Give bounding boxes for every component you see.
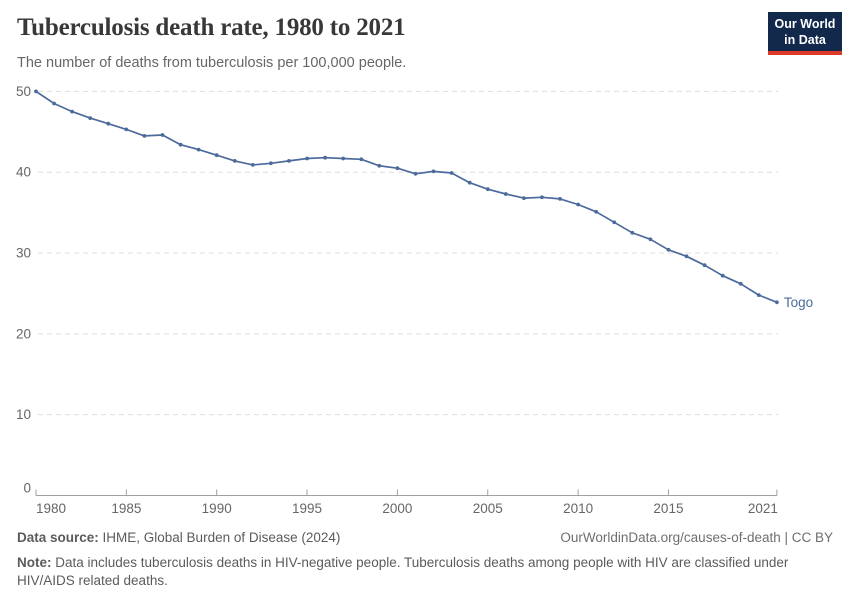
x-tick-label: 1985 (111, 501, 141, 516)
y-tick-label: 30 (16, 246, 31, 261)
data-source-value: IHME, Global Burden of Disease (2024) (98, 530, 341, 545)
data-point (630, 230, 635, 235)
x-tick-label: 2000 (382, 501, 412, 516)
data-point (702, 263, 707, 268)
data-point (142, 134, 147, 138)
x-tick-label: 1990 (202, 501, 232, 516)
data-point (88, 116, 93, 120)
page-subtitle: The number of deaths from tuberculosis p… (17, 55, 407, 71)
data-point (449, 171, 454, 175)
series-line-togo[interactable] (35, 90, 778, 304)
data-point (431, 169, 436, 174)
data-point (756, 293, 761, 297)
data-point (160, 133, 165, 137)
data-point (377, 163, 382, 168)
data-point (522, 196, 526, 201)
data-point (576, 202, 580, 207)
data-point (70, 109, 74, 114)
data-point (323, 155, 327, 160)
x-tick-label: 2005 (473, 501, 503, 516)
owid-citation-link[interactable]: OurWorldinData.org/causes-of-death | CC … (560, 530, 833, 545)
data-point (250, 163, 255, 167)
data-point (612, 220, 617, 225)
y-tick-label: 10 (16, 407, 31, 422)
owid-logo-line1: Our World (774, 17, 836, 31)
y-tick-label: 50 (16, 84, 31, 99)
data-point (196, 147, 201, 152)
data-point (775, 300, 779, 305)
data-point (558, 197, 562, 201)
y-tick-label: 40 (16, 165, 31, 180)
data-point (648, 237, 653, 242)
x-tick-label: 1995 (292, 501, 322, 516)
data-point (738, 281, 743, 286)
data-point (485, 187, 490, 192)
data-point (178, 142, 183, 147)
data-point (52, 101, 56, 106)
entity-label-togo[interactable]: Togo (784, 295, 813, 310)
data-point (467, 180, 472, 185)
data-point (305, 156, 309, 161)
data-point (503, 192, 508, 196)
data-point (395, 166, 400, 171)
owid-logo-line2: in Data (784, 33, 826, 47)
y-tick-label: 20 (16, 326, 31, 341)
data-point (124, 127, 129, 132)
data-point (269, 161, 273, 166)
owid-logo[interactable]: Our World in Data (768, 12, 842, 55)
x-tick-label: 1980 (36, 501, 66, 516)
footer-source-line: OurWorldinData.org/causes-of-death | CC … (17, 530, 833, 545)
data-point (232, 159, 237, 163)
page-title: Tuberculosis death rate, 1980 to 2021 (17, 14, 406, 41)
data-point (540, 195, 544, 200)
x-tick-label: 2021 (748, 501, 778, 516)
data-point (666, 247, 671, 252)
data-point (287, 159, 291, 163)
data-source-label: Data source: (17, 530, 99, 545)
y-tick-label: 0 (23, 481, 31, 496)
data-point (106, 121, 111, 126)
data-point (214, 153, 219, 158)
data-point (341, 156, 346, 161)
note-label: Note: (17, 555, 52, 570)
x-tick-label: 2010 (563, 501, 593, 516)
data-point (684, 254, 689, 259)
data-point (720, 273, 725, 278)
data-point (34, 89, 38, 94)
note-text: Data includes tuberculosis deaths in HIV… (17, 555, 789, 588)
footer-note: Note: Data includes tuberculosis deaths … (17, 554, 829, 590)
data-point (413, 171, 418, 176)
data-point (359, 157, 364, 162)
x-tick-label: 2015 (653, 501, 683, 516)
data-point (594, 209, 599, 214)
